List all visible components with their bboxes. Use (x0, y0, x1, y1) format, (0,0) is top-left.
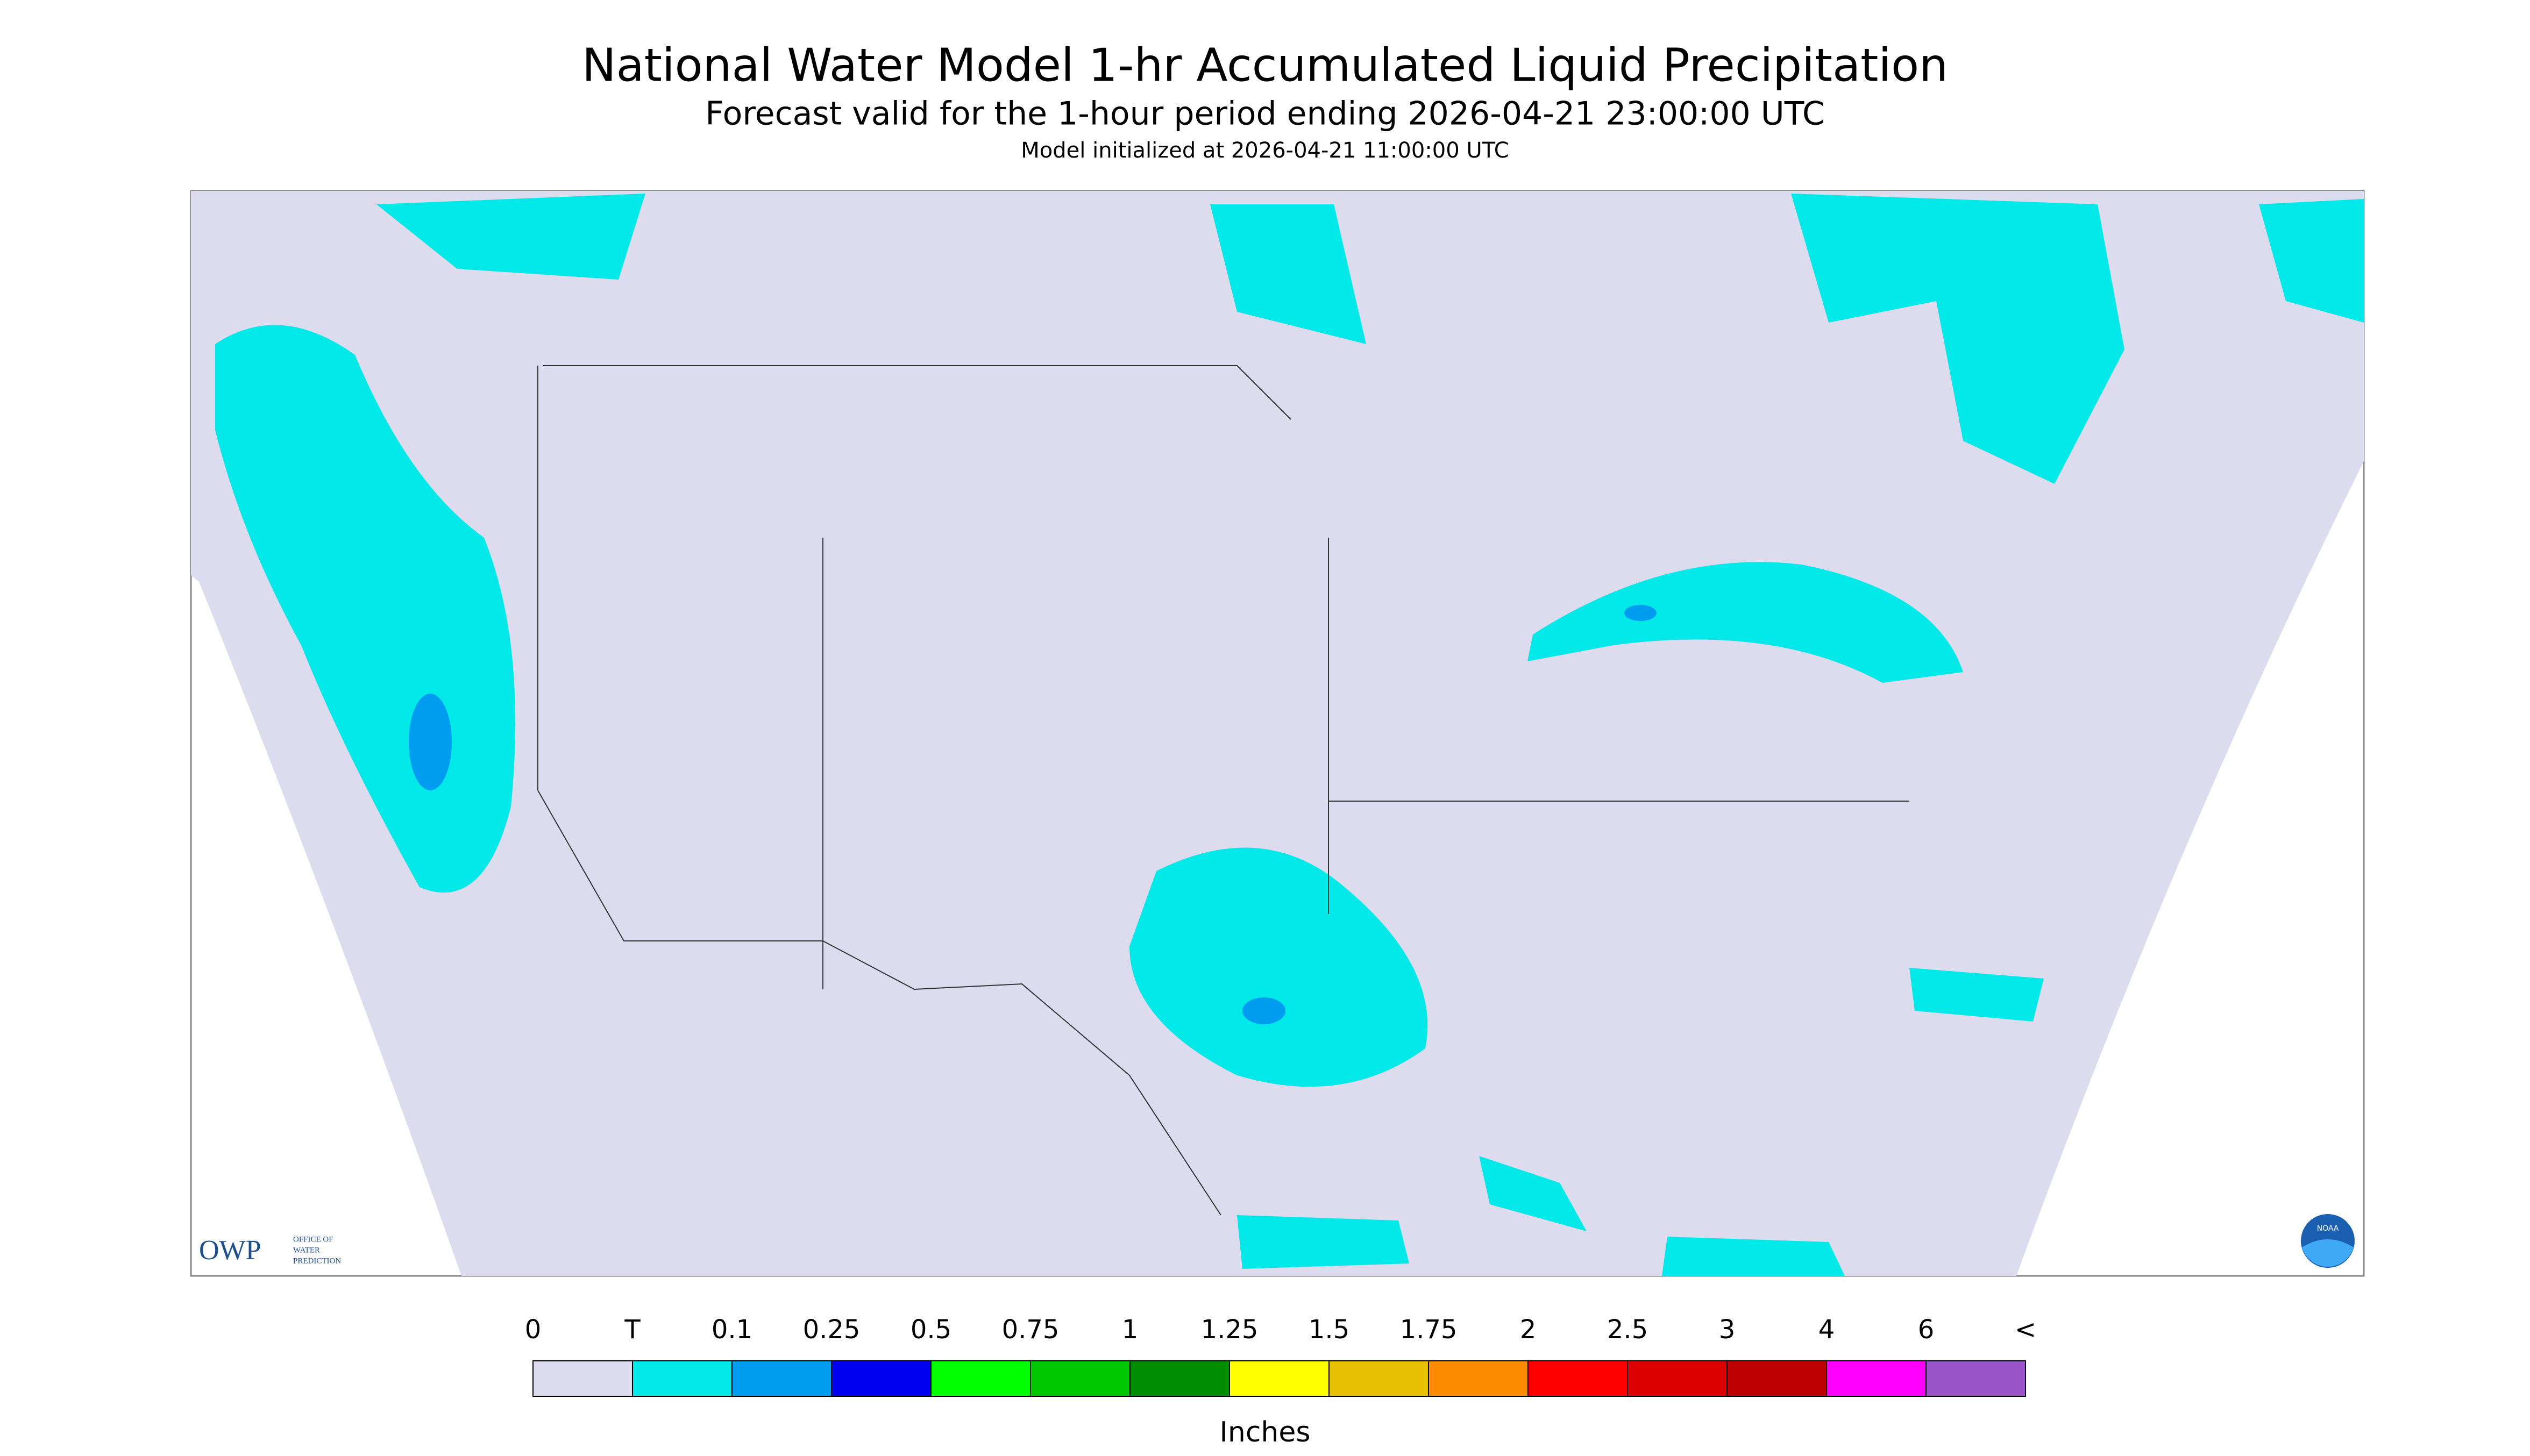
legend-label: 1.25 (1201, 1315, 1259, 1345)
legend-swatch (1726, 1360, 1827, 1397)
map: OWP OFFICE OF WATER PREDICTION NOAA (190, 190, 2365, 1277)
legend-label: 3 (1719, 1315, 1736, 1345)
legend-swatch (1826, 1360, 1927, 1397)
legend-swatch (1328, 1360, 1429, 1397)
owp-logo: OWP OFFICE OF WATER PREDICTION (199, 1235, 341, 1266)
legend-swatch (1229, 1360, 1330, 1397)
legend-swatch (1527, 1360, 1628, 1397)
legend-label: 0.5 (911, 1315, 951, 1345)
legend-label: 0 (525, 1315, 542, 1345)
owp-name: PREDICTION (293, 1257, 341, 1265)
noaa-text: NOAA (2317, 1224, 2339, 1233)
legend-label: T (624, 1315, 641, 1345)
legend-label: 2 (1520, 1315, 1537, 1345)
owp-mark: OWP (199, 1235, 261, 1266)
legend-swatch (532, 1360, 633, 1397)
legend-label: 1.75 (1400, 1315, 1458, 1345)
precip-areas (215, 194, 2364, 1276)
title: National Water Model 1-hr Accumulated Li… (582, 39, 1948, 92)
legend-label: 0.25 (803, 1315, 861, 1345)
legend-label: 0.75 (1002, 1315, 1060, 1345)
legend-label: 1.5 (1309, 1315, 1349, 1345)
legend-swatch (1925, 1360, 2026, 1397)
legend-swatch (831, 1360, 932, 1397)
model-domain (191, 191, 2364, 1276)
precip-heavier (409, 605, 1657, 1024)
legend-swatch (731, 1360, 832, 1397)
boundaries (537, 365, 1909, 1216)
owp-name: WATER (293, 1246, 320, 1254)
legend-swatch (1428, 1360, 1529, 1397)
legend-unit: Inches (1220, 1416, 1311, 1448)
noaa-logo: NOAA (2301, 1214, 2355, 1268)
legend-swatch (1129, 1360, 1230, 1397)
legend-swatch (632, 1360, 733, 1397)
legend-label: < (2015, 1315, 2036, 1345)
legend-label: 0.1 (712, 1315, 752, 1345)
legend: Inches 0 T 0.1 0.25 0.5 0.75 1 1.25 1.5 1.75 2 2.5 3… (525, 1315, 2036, 1448)
legend-swatch (930, 1360, 1031, 1397)
legend-label: 2.5 (1607, 1315, 1648, 1345)
legend-label: 6 (1918, 1315, 1935, 1345)
legend-label: 4 (1818, 1315, 1835, 1345)
legend-swatch (1030, 1360, 1131, 1397)
owp-name: OFFICE OF (293, 1235, 333, 1244)
legend-swatch (1627, 1360, 1728, 1397)
init-time: Model initialized at 2026-04-21 11:00:00… (1021, 138, 1509, 163)
subtitle: Forecast valid for the 1-hour period end… (705, 95, 1825, 133)
legend-label: 1 (1122, 1315, 1139, 1345)
